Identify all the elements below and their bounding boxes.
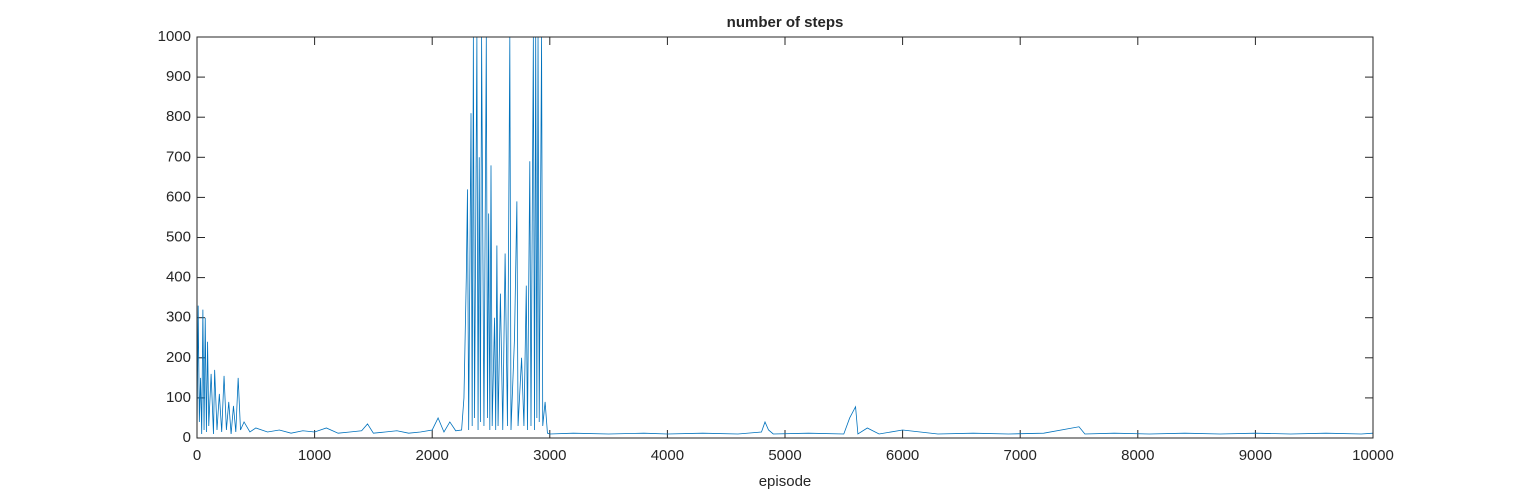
x-tick-label: 5000 — [768, 447, 801, 464]
plot-area — [197, 37, 1373, 438]
x-tick-label: 8000 — [1121, 447, 1154, 464]
y-tick-label: 400 — [166, 269, 191, 286]
x-tick-label: 1000 — [298, 447, 331, 464]
x-tick-label: 7000 — [1004, 447, 1037, 464]
y-tick-label: 100 — [166, 389, 191, 406]
x-tick-label: 0 — [193, 447, 201, 464]
axes-box — [196, 36, 1374, 439]
y-tick-label: 300 — [166, 309, 191, 326]
y-tick-label: 600 — [166, 188, 191, 205]
x-tick-label: 10000 — [1352, 447, 1394, 464]
y-tick-label: 1000 — [158, 28, 191, 45]
y-tick-label: 700 — [166, 148, 191, 165]
x-tick-label: 6000 — [886, 447, 919, 464]
x-tick-label: 3000 — [533, 447, 566, 464]
x-axis-label: episode — [759, 473, 812, 490]
data-line — [197, 37, 1373, 437]
chart-title: number of steps — [727, 14, 844, 31]
y-tick-label: 200 — [166, 349, 191, 366]
x-tick-label: 9000 — [1239, 447, 1272, 464]
x-tick-label: 2000 — [416, 447, 449, 464]
x-tick-label: 4000 — [651, 447, 684, 464]
y-tick-label: 500 — [166, 228, 191, 245]
y-tick-label: 800 — [166, 108, 191, 125]
y-tick-label: 0 — [183, 429, 191, 446]
y-tick-label: 900 — [166, 68, 191, 85]
